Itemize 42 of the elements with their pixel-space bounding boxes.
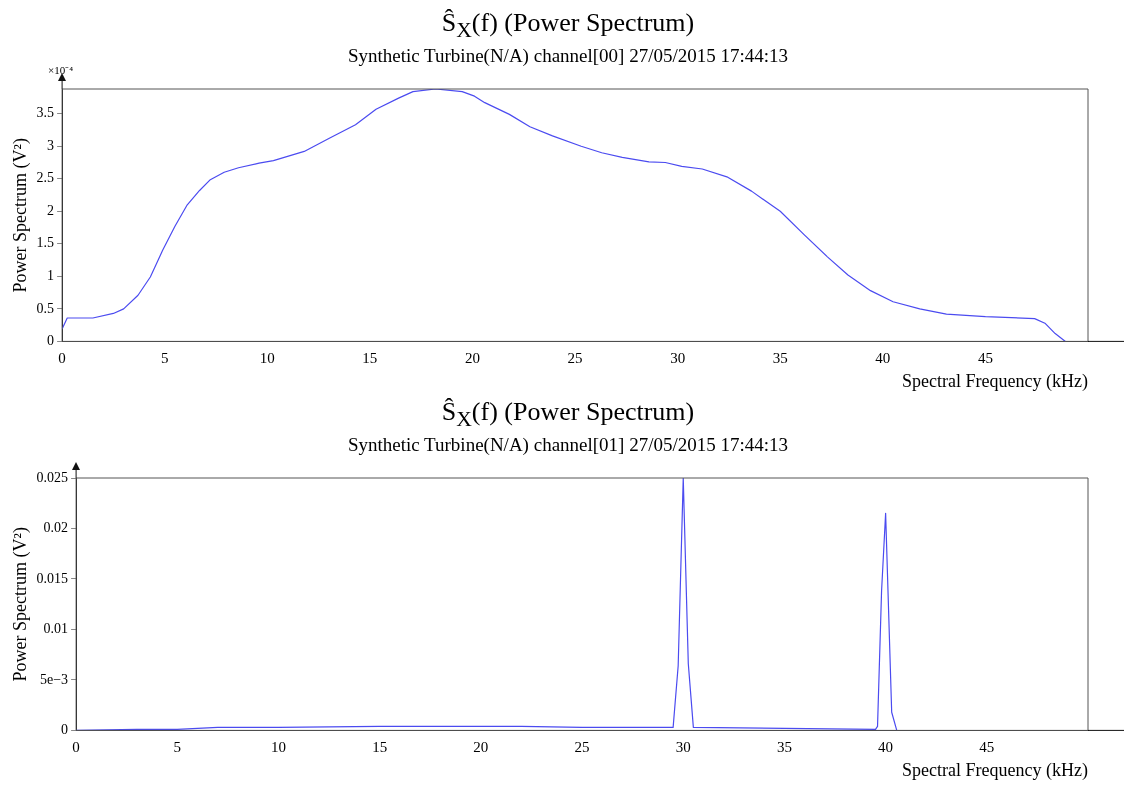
y-tick-label: 3.5 [36,105,55,121]
x-tick-label: 35 [772,350,788,367]
x-tick-label: 30 [675,739,691,756]
y-tick-label: 5e−3 [39,671,69,687]
y-axis-title: Power Spectrum (V²) [9,138,31,293]
x-tick-label: 0 [72,739,80,756]
y-tick-label: 1.5 [36,235,55,251]
x-tick-label: 45 [977,350,993,367]
x-tick-label: 5 [160,350,169,367]
y-tick-label: 0.015 [36,571,69,587]
x-tick-label: 20 [464,350,480,367]
x-tick-label: 25 [574,739,590,756]
text: ×10⁻⁴ [48,64,74,77]
x-tick-label: 45 [979,739,995,756]
chart-subtitle: Synthetic Turbine(N/A) channel[00] 27/05/2015 17:44:13 [347,45,789,67]
x-tick-label: 5 [173,739,182,756]
y-tick-label: 0.5 [36,300,55,316]
x-tick-label: 20 [473,739,489,756]
y-tick-label: 0.025 [36,470,69,486]
y-tick-label: 2 [47,203,55,219]
x-axis-title: Spectral Frequency (kHz) [902,760,1088,782]
y-tick-label: 1 [47,268,55,284]
x-tick-label: 10 [259,350,275,367]
y-tick-label: 0 [61,722,69,738]
x-tick-label: 10 [270,739,286,756]
chart-title: Ŝ$_{X}$(f) (Power Spectrum) [440,397,696,434]
x-tick-label: 35 [776,739,792,756]
x-tick-label: 15 [362,350,378,367]
y-tick-label: 0.01 [43,621,69,637]
chart-title: Ŝ$_{X}$(f) (Power Spectrum) [440,8,696,45]
x-tick-label: 30 [670,350,686,367]
x-tick-label: 40 [878,739,894,756]
y-axis-title: Power Spectrum (V²) [9,527,31,682]
y-tick-label: 0.02 [43,520,69,536]
x-axis-title: Spectral Frequency (kHz) [902,371,1088,393]
x-tick-label: 15 [372,739,388,756]
y-tick-label: 3 [47,138,55,154]
chart-subtitle: Synthetic Turbine(N/A) channel[01] 27/05/2015 17:44:13 [346,434,790,457]
y-tick-label: 0 [47,333,55,349]
x-tick-label: 25 [567,350,583,367]
x-tick-label: 40 [875,350,891,367]
y-tick-label: 2.5 [36,170,55,186]
